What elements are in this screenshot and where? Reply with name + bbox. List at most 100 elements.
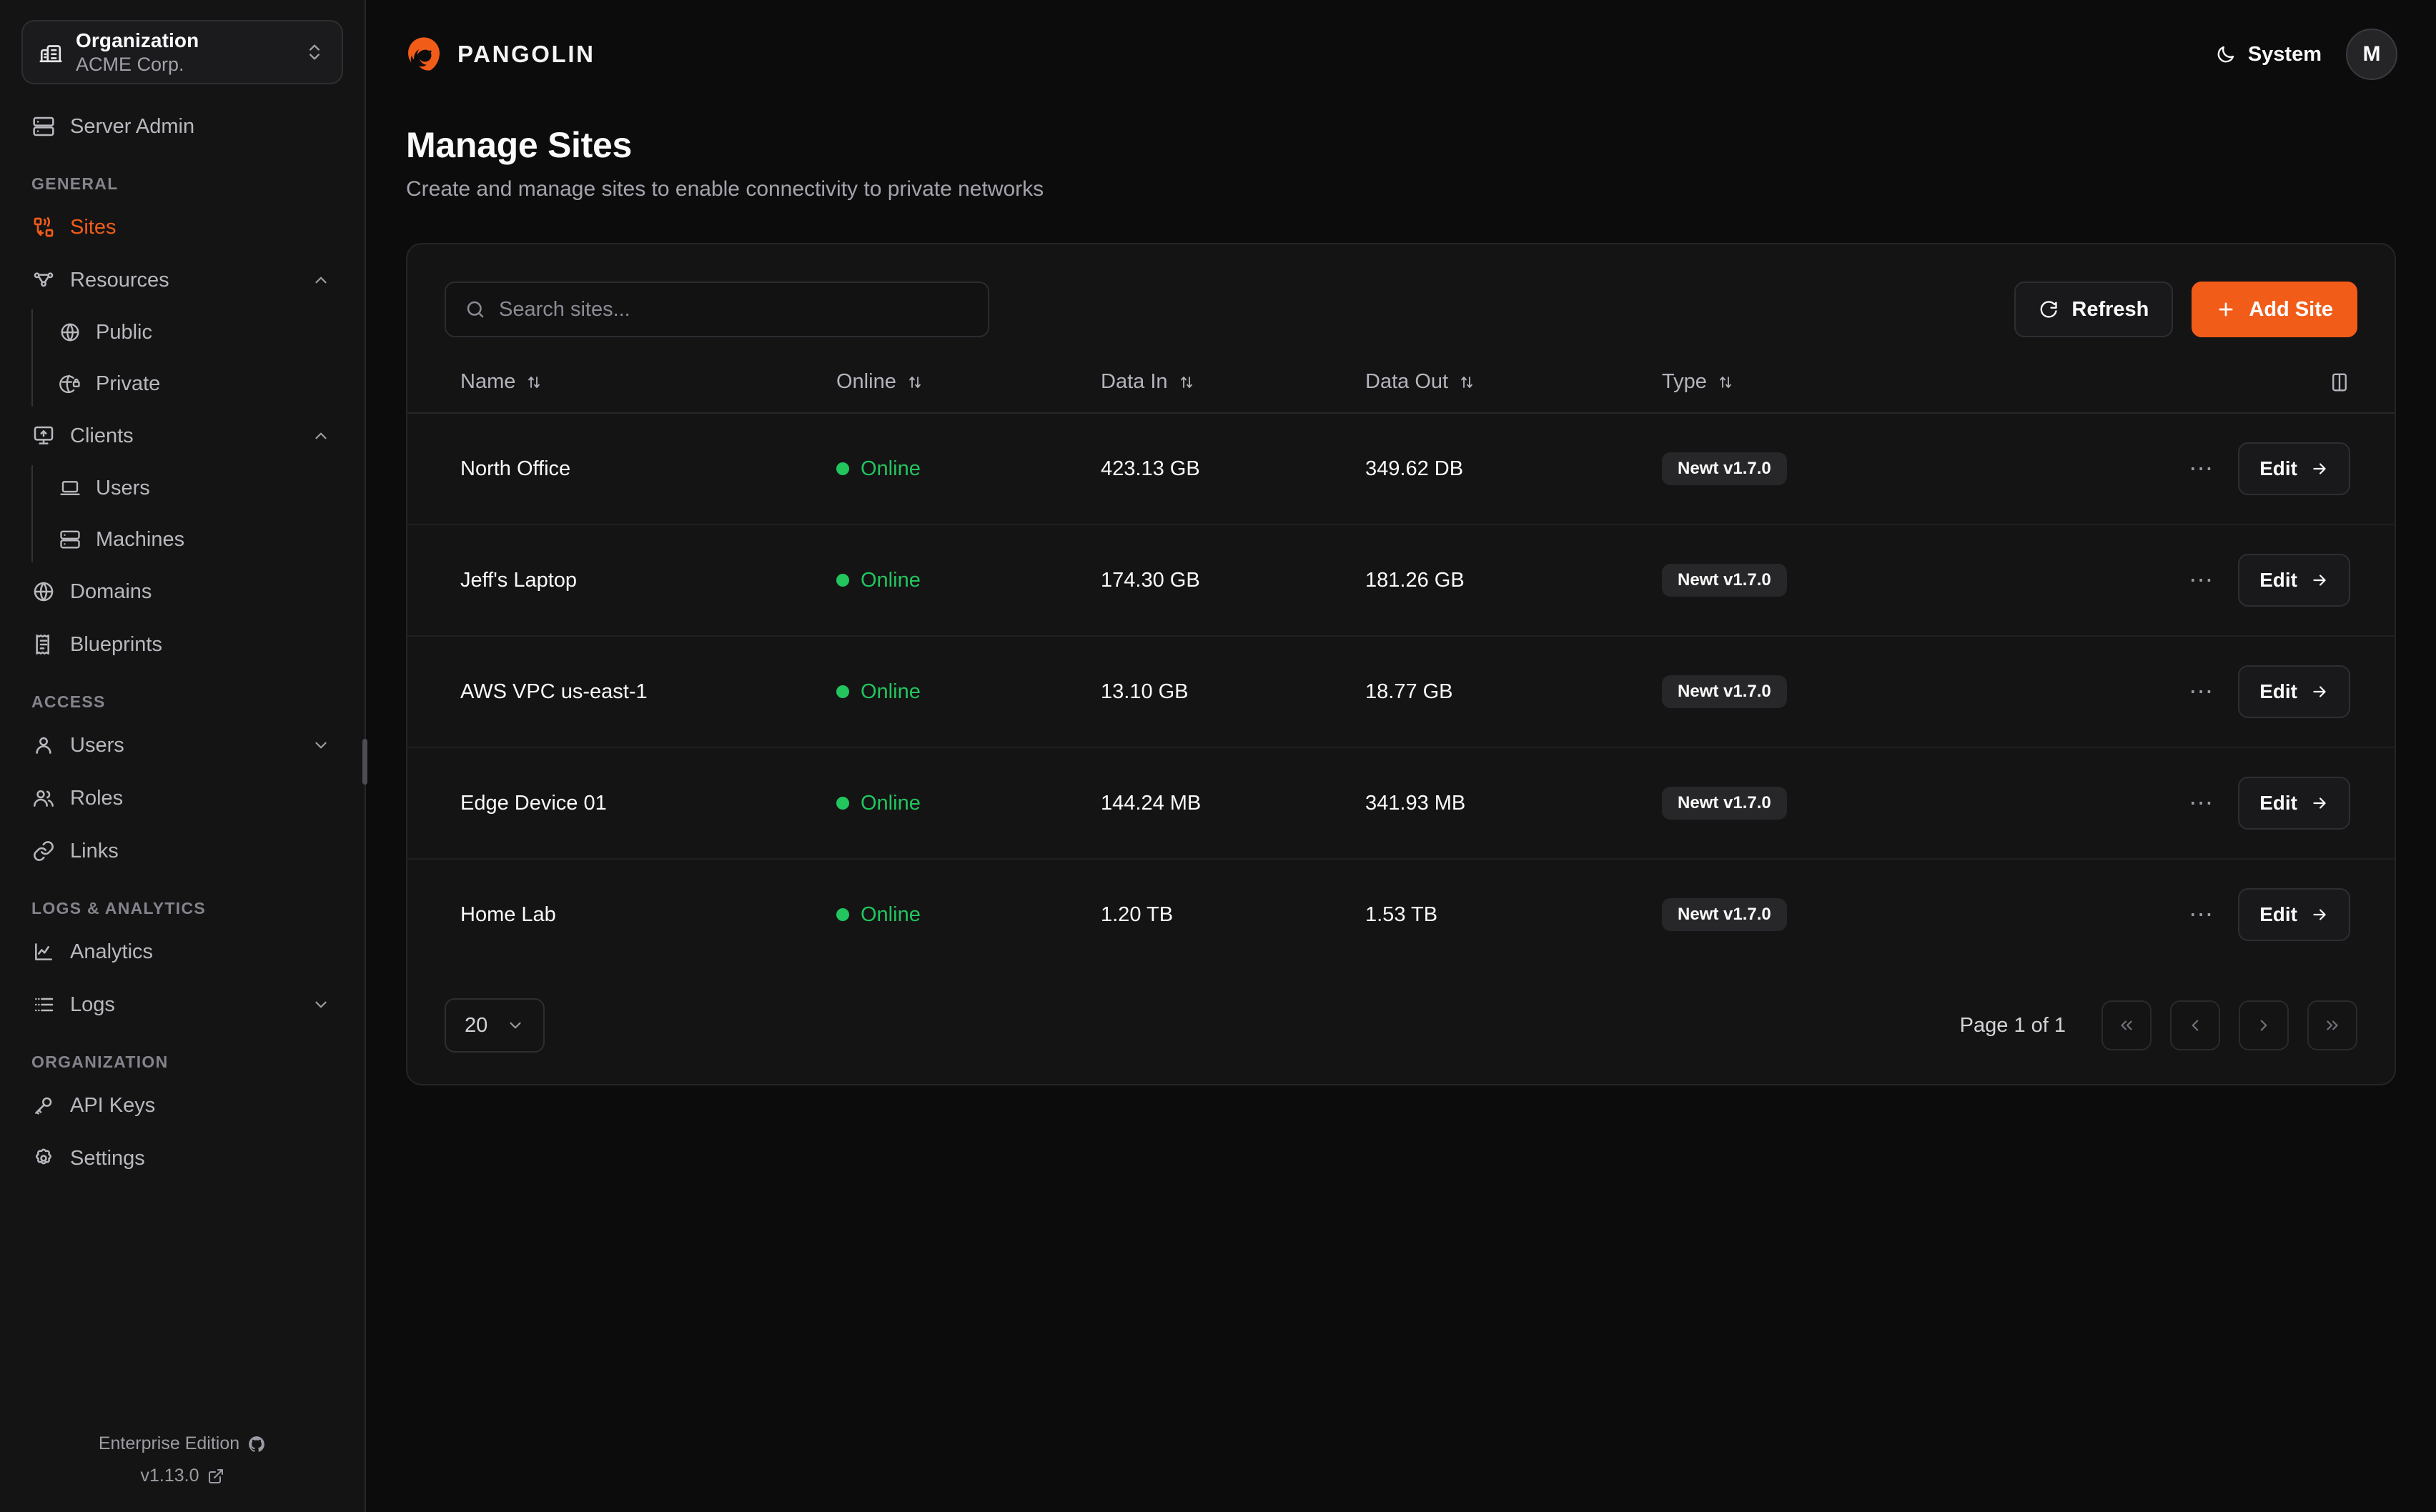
row-menu-icon[interactable]: ⋯ xyxy=(2189,567,2216,594)
row-menu-icon[interactable]: ⋯ xyxy=(2189,455,2216,482)
avatar-initial: M xyxy=(2362,42,2381,66)
arrow-right-icon xyxy=(2310,459,2329,478)
status-badge: Online xyxy=(861,680,921,703)
cell-actions: ⋯ Edit xyxy=(1976,636,2395,748)
row-menu-icon[interactable]: ⋯ xyxy=(2189,901,2216,928)
sidebar-item-sites[interactable]: Sites xyxy=(16,201,349,254)
users-icon xyxy=(31,786,56,810)
edit-button[interactable]: Edit xyxy=(2238,554,2350,607)
cell-type: Newt v1.7.0 xyxy=(1662,524,1976,637)
external-link-icon[interactable] xyxy=(207,1468,224,1485)
sidebar-item-label: Roles xyxy=(70,786,124,810)
cell-actions: ⋯ Edit xyxy=(1976,524,2395,637)
sort-icon xyxy=(1458,374,1475,391)
toolbar-buttons: Refresh Add Site xyxy=(2014,282,2357,337)
search-input[interactable]: Search sites... xyxy=(445,282,989,337)
chevron-up-icon[interactable] xyxy=(309,271,333,289)
sidebar-item-users-clients[interactable]: Users xyxy=(33,462,349,514)
monitor-up-icon xyxy=(31,424,56,448)
server-icon xyxy=(59,528,81,551)
arrow-right-icon xyxy=(2310,682,2329,701)
sidebar-item-label: Settings xyxy=(70,1146,145,1170)
sidebar-resize-handle[interactable] xyxy=(362,739,367,785)
link-icon xyxy=(31,839,56,863)
first-page-icon[interactable] xyxy=(2101,1000,2152,1050)
cell-data-in: 13.10 GB xyxy=(1101,636,1365,748)
version-row[interactable]: v1.13.0 xyxy=(140,1466,224,1486)
sidebar-subgroup-clients: Users Machines xyxy=(31,462,365,565)
edition-label: Enterprise Edition xyxy=(98,1433,240,1453)
next-page-icon[interactable] xyxy=(2239,1000,2289,1050)
table-row[interactable]: North Office Online 423.13 GB 349.62 DB … xyxy=(407,413,2395,525)
add-site-button[interactable]: Add Site xyxy=(2192,282,2357,337)
sidebar-item-users[interactable]: Users xyxy=(16,719,349,772)
sidebar-item-domains[interactable]: Domains xyxy=(16,565,349,618)
table-row[interactable]: Home Lab Online 1.20 TB 1.53 TB Newt v1.… xyxy=(407,859,2395,970)
chevron-up-icon[interactable] xyxy=(309,427,333,445)
page-size-select[interactable]: 20 xyxy=(445,998,545,1053)
last-page-icon[interactable] xyxy=(2307,1000,2357,1050)
card-toolbar: Search sites... Refresh xyxy=(407,244,2395,337)
column-header-type[interactable]: Type xyxy=(1662,337,1976,414)
row-menu-icon[interactable]: ⋯ xyxy=(2189,678,2216,705)
github-icon[interactable] xyxy=(247,1435,266,1453)
sidebar-item-label: Logs xyxy=(70,993,115,1016)
edit-label: Edit xyxy=(2259,903,2297,925)
cell-actions: ⋯ Edit xyxy=(1976,859,2395,970)
column-header-data-out[interactable]: Data Out xyxy=(1365,337,1662,414)
cell-actions: ⋯ Edit xyxy=(1976,747,2395,860)
chevron-down-icon[interactable] xyxy=(309,736,333,755)
table-row[interactable]: AWS VPC us-east-1 Online 13.10 GB 18.77 … xyxy=(407,636,2395,748)
sidebar-item-public[interactable]: Public xyxy=(33,307,349,358)
column-header-data-in[interactable]: Data In xyxy=(1101,337,1365,414)
edit-button[interactable]: Edit xyxy=(2238,888,2350,941)
org-switcher[interactable]: Organization ACME Corp. xyxy=(21,20,343,84)
cell-type: Newt v1.7.0 xyxy=(1662,747,1976,860)
theme-toggle[interactable]: System xyxy=(2215,43,2322,66)
prev-page-icon[interactable] xyxy=(2170,1000,2220,1050)
sidebar-item-machines[interactable]: Machines xyxy=(33,514,349,565)
sidebar-item-private[interactable]: Private xyxy=(33,358,349,409)
edition-row[interactable]: Enterprise Edition xyxy=(99,1433,266,1454)
theme-label: System xyxy=(2247,42,2322,66)
columns-toggle-icon[interactable] xyxy=(1976,372,2395,393)
sidebar-item-settings[interactable]: Settings xyxy=(16,1132,349,1185)
globe-lock-icon xyxy=(59,372,81,395)
sidebar-item-analytics[interactable]: Analytics xyxy=(16,925,349,978)
avatar[interactable]: M xyxy=(2346,29,2397,80)
sort-icon xyxy=(1717,374,1734,391)
arrow-right-icon xyxy=(2310,571,2329,590)
edit-button[interactable]: Edit xyxy=(2238,777,2350,830)
page-title: Manage Sites xyxy=(406,125,632,165)
chevron-down-icon[interactable] xyxy=(309,995,333,1014)
top-bar: PANGOLIN System M xyxy=(366,0,2436,109)
column-header-name[interactable]: Name xyxy=(407,337,836,414)
sidebar-subgroup-resources: Public Private xyxy=(31,307,365,409)
row-menu-icon[interactable]: ⋯ xyxy=(2189,790,2216,817)
building-icon xyxy=(39,40,63,64)
sort-icon xyxy=(1178,374,1195,391)
type-badge: Newt v1.7.0 xyxy=(1662,564,1787,597)
edit-button[interactable]: Edit xyxy=(2238,665,2350,718)
sidebar-item-label: Blueprints xyxy=(70,632,162,656)
sidebar-item-links[interactable]: Links xyxy=(16,825,349,877)
sidebar-item-roles[interactable]: Roles xyxy=(16,772,349,825)
refresh-button[interactable]: Refresh xyxy=(2014,282,2174,337)
table-row[interactable]: Jeff's Laptop Online 174.30 GB 181.26 GB… xyxy=(407,524,2395,637)
user-icon xyxy=(31,733,56,757)
key-icon xyxy=(31,1093,56,1118)
type-badge: Newt v1.7.0 xyxy=(1662,898,1787,931)
chevron-down-icon xyxy=(506,1016,525,1035)
edit-button[interactable]: Edit xyxy=(2238,442,2350,495)
sidebar-item-api-keys[interactable]: API Keys xyxy=(16,1079,349,1132)
sidebar-item-logs[interactable]: Logs xyxy=(16,978,349,1031)
cell-actions: ⋯ Edit xyxy=(1976,413,2395,525)
table-row[interactable]: Edge Device 01 Online 144.24 MB 341.93 M… xyxy=(407,747,2395,860)
sidebar-item-blueprints[interactable]: Blueprints xyxy=(16,618,349,671)
resources-icon xyxy=(31,268,56,292)
sidebar-item-server-admin[interactable]: Server Admin xyxy=(16,100,349,153)
sidebar-item-resources[interactable]: Resources xyxy=(16,254,349,307)
sidebar-item-clients[interactable]: Clients xyxy=(16,409,349,462)
sidebar-footer: Enterprise Edition v1.13.0 xyxy=(0,1433,365,1512)
column-header-online[interactable]: Online xyxy=(836,337,1101,414)
